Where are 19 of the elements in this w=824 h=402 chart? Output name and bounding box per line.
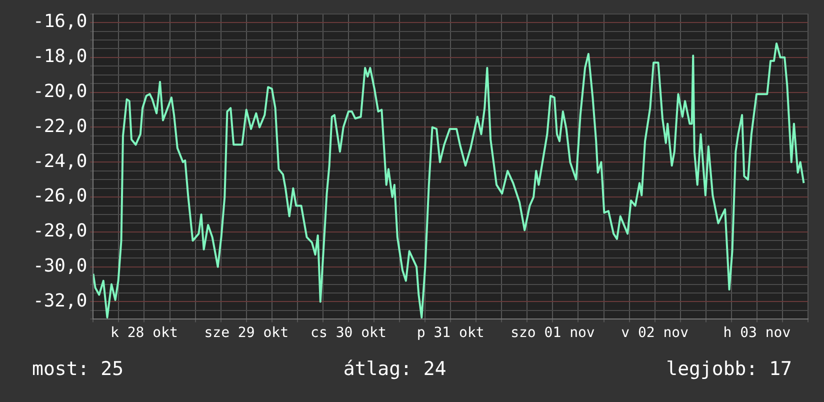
- x-tick-label: cs 30 okt: [310, 325, 386, 342]
- text: legjobb: 17: [666, 358, 792, 380]
- y-tick-label: -20,0: [32, 81, 88, 102]
- x-tick-label: p 31 okt: [416, 325, 484, 342]
- x-tick-label: v 02 nov: [621, 325, 689, 342]
- x-tick-label: k 28 okt: [110, 325, 178, 342]
- y-tick-label: -18,0: [32, 46, 88, 68]
- text: átlag: 24: [343, 358, 446, 380]
- text: most: 25: [32, 358, 124, 380]
- x-tick-label: szo 01 nov: [510, 325, 595, 342]
- y-tick-label: -24,0: [32, 150, 88, 172]
- y-tick-label: -16,0: [32, 11, 88, 32]
- y-tick-label: -26,0: [32, 186, 88, 207]
- x-tick-label: sze 29 okt: [204, 325, 289, 342]
- y-tick-label: -32,0: [32, 290, 88, 312]
- y-tick-label: -22,0: [32, 116, 88, 137]
- x-tick-label: h 03 nov: [723, 325, 791, 342]
- y-tick-label: -28,0: [32, 220, 88, 242]
- y-tick-label: -30,0: [32, 256, 88, 277]
